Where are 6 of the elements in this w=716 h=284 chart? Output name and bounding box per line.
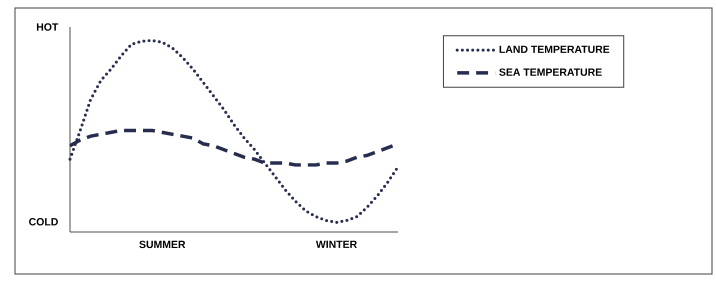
legend-label: SEA TEMPERATURE: [499, 68, 602, 76]
x-tick-label: WINTER: [316, 240, 357, 248]
text: HOT: [36, 23, 58, 31]
x-tick-label: SUMMER: [139, 240, 186, 248]
text: COLD: [29, 218, 58, 226]
legend-label: LAND TEMPERATURE: [500, 46, 610, 53]
